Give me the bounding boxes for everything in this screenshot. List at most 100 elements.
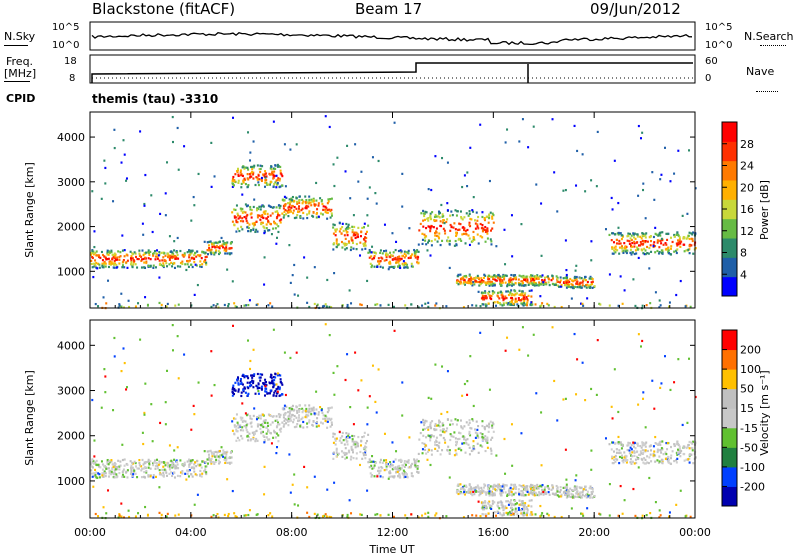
power-echo-cell — [502, 303, 505, 306]
power-echo-cell — [126, 259, 129, 262]
velocity-echo-cell — [424, 427, 427, 431]
velocity-echo-cell — [143, 413, 146, 416]
power-echo-cell — [251, 170, 254, 174]
velocity-echo-cell — [271, 515, 274, 518]
velocity-echo-cell — [123, 458, 126, 461]
velocity-echo-cell — [488, 504, 491, 507]
velocity-echo-cell — [239, 377, 242, 381]
power-echo-cell — [440, 203, 443, 207]
velocity-echo-cell — [287, 410, 290, 414]
velocity-echo-cell — [618, 455, 621, 459]
velocity-echo-cell — [288, 407, 291, 410]
velocity-echo-cell — [362, 454, 365, 457]
velocity-echo-cell — [335, 447, 338, 450]
power-echo-cell — [503, 278, 506, 281]
velocity-echo-cell — [681, 423, 684, 427]
power-echo-cell — [499, 303, 502, 306]
power-echo-cell — [326, 211, 329, 214]
nsky-underline — [4, 45, 28, 46]
velocity-echo-cell — [591, 490, 594, 493]
velocity-echo-cell — [404, 514, 407, 517]
velocity-echo-cell — [521, 485, 524, 489]
velocity-echo-cell — [565, 478, 568, 481]
power-echo-cell — [463, 279, 466, 282]
power-echo-cell — [689, 305, 692, 308]
power-echo-cell — [143, 256, 146, 259]
power-echo-cell — [441, 156, 444, 160]
velocity-echo-cell — [692, 440, 695, 443]
velocity-echo-cell — [151, 440, 154, 443]
velocity-echo-cell — [448, 476, 451, 479]
velocity-echo-cell — [213, 383, 216, 387]
power-echo-cell — [511, 255, 514, 258]
power-echo-cell — [526, 304, 529, 307]
velocity-echo-cell — [518, 499, 521, 502]
velocity-echo-cell — [351, 438, 354, 441]
power-echo-cell — [484, 240, 487, 243]
velocity-echo-cell — [511, 464, 514, 467]
power-echo-cell — [241, 217, 244, 220]
velocity-echo-cell — [255, 418, 258, 421]
velocity-echo-cell — [273, 429, 276, 432]
velocity-echo-cell — [510, 488, 513, 491]
power-echo-cell — [300, 208, 303, 212]
power-echo-cell — [692, 231, 695, 234]
power-echo-cell — [292, 212, 295, 215]
velocity-echo-cell — [694, 456, 697, 459]
power-echo-cell — [276, 178, 279, 182]
power-echo-cell — [176, 253, 179, 257]
power-echo-cell — [319, 197, 322, 200]
velocity-echo-cell — [540, 514, 543, 517]
velocity-echo-cell — [523, 507, 526, 511]
power-echo-cell — [270, 173, 273, 176]
power-echo-cell — [264, 170, 267, 173]
velocity-echo-cell — [98, 465, 101, 468]
velocity-echo-cell — [210, 515, 213, 519]
power-echo-cell — [177, 168, 180, 171]
power-echo-cell — [237, 214, 240, 217]
power-echo-cell — [193, 257, 196, 261]
power-echo-cell — [328, 125, 331, 129]
velocity-echo-cell — [428, 449, 431, 452]
velocity-echo-cell — [385, 461, 388, 464]
velocity-echo-cell — [578, 493, 581, 496]
velocity-echo-cell — [304, 404, 307, 407]
velocity-echo-cell — [677, 448, 680, 451]
velocity-echo-cell — [162, 471, 165, 474]
velocity-echo-cell — [123, 516, 126, 519]
power-echo-cell — [688, 231, 691, 234]
power-echo-cell — [253, 164, 256, 167]
power-echo-cell — [258, 214, 261, 217]
velocity-echo-cell — [260, 431, 263, 435]
velocity-echo-cell — [283, 423, 286, 426]
velocity-echo-cell — [160, 461, 163, 464]
velocity-echo-cell — [140, 476, 143, 479]
velocity-echo-cell — [142, 467, 145, 470]
power-echo-cell — [642, 182, 645, 185]
power-echo-cell — [498, 297, 501, 300]
power-echo-cell — [211, 243, 214, 246]
velocity-echo-cell — [242, 429, 245, 432]
power-echo-cell — [636, 248, 639, 251]
power-echo-cell — [626, 235, 629, 238]
power-echo-cell — [430, 239, 433, 243]
power-echo-cell — [510, 278, 513, 281]
velocity-echo-cell — [265, 390, 268, 393]
power-echo-cell — [216, 303, 219, 306]
velocity-echo-cell — [137, 512, 140, 515]
power-echo-cell — [598, 302, 601, 305]
power-echo-cell — [188, 250, 191, 253]
velocity-echo-cell — [371, 467, 374, 470]
power-echo-cell — [584, 279, 587, 282]
velocity-echo-cell — [168, 472, 171, 475]
power-echo-cell — [627, 232, 630, 235]
power-echo-cell — [369, 262, 372, 265]
power-echo-cell — [246, 213, 249, 217]
velocity-echo-cell — [205, 472, 208, 476]
power-echo-cell — [215, 245, 218, 248]
power-echo-cell — [260, 221, 263, 224]
power-echo-cell — [129, 250, 132, 253]
power-echo-cell — [146, 304, 149, 307]
power-echo-cell — [164, 192, 167, 195]
velocity-echo-cell — [374, 513, 377, 516]
